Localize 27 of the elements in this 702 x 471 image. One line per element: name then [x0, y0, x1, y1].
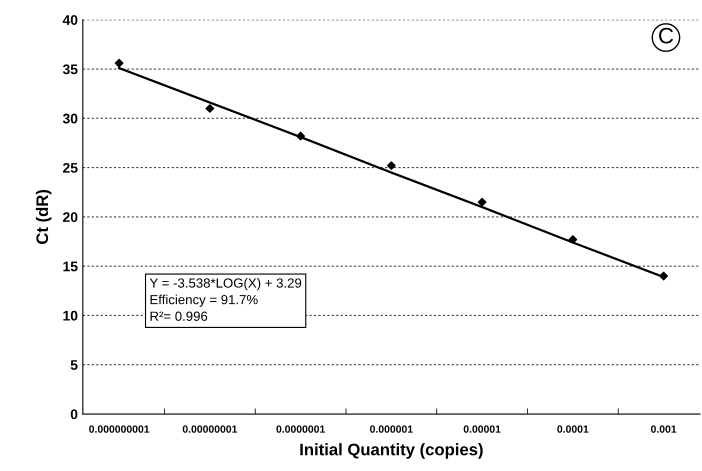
point [659, 272, 668, 280]
y-tick-label: 35 [62, 64, 78, 74]
point [386, 161, 396, 170]
y-axis-title: Ct (dR) [36, 190, 52, 244]
y-tick-label: 0 [70, 409, 78, 420]
point [478, 198, 486, 206]
point [296, 132, 305, 140]
x-tick-label: 0.000001 [370, 425, 413, 433]
y-tick-label: 30 [62, 114, 78, 124]
x-tick-label: 0.0001 [557, 425, 588, 433]
point [568, 235, 578, 244]
x-tick-label: 0.001 [650, 425, 676, 433]
y-tick-label: 5 [70, 360, 78, 370]
y-tick-label: 20 [63, 212, 78, 222]
annotation: Y = -3.538*LOG(X) + 3.29 Efficiency = 91.7% R²= 0.996 [150, 278, 302, 321]
x-tick-label: 0.00001 [464, 425, 501, 433]
annotation: C [659, 28, 674, 44]
point [206, 104, 214, 113]
y-tick-label: 15 [63, 262, 78, 272]
y-tick-label: 40 [62, 15, 78, 25]
point [114, 58, 124, 68]
y-tick-label: 25 [63, 162, 78, 173]
x-tick-label: 0.00000001 [182, 425, 238, 433]
x-tick-label: 0.0000001 [276, 425, 325, 433]
y-tick-label: 10 [63, 310, 78, 321]
x-tick-label: 0.000000001 [89, 425, 150, 433]
x-axis-title: Initial Quantity (copies) [300, 443, 483, 459]
